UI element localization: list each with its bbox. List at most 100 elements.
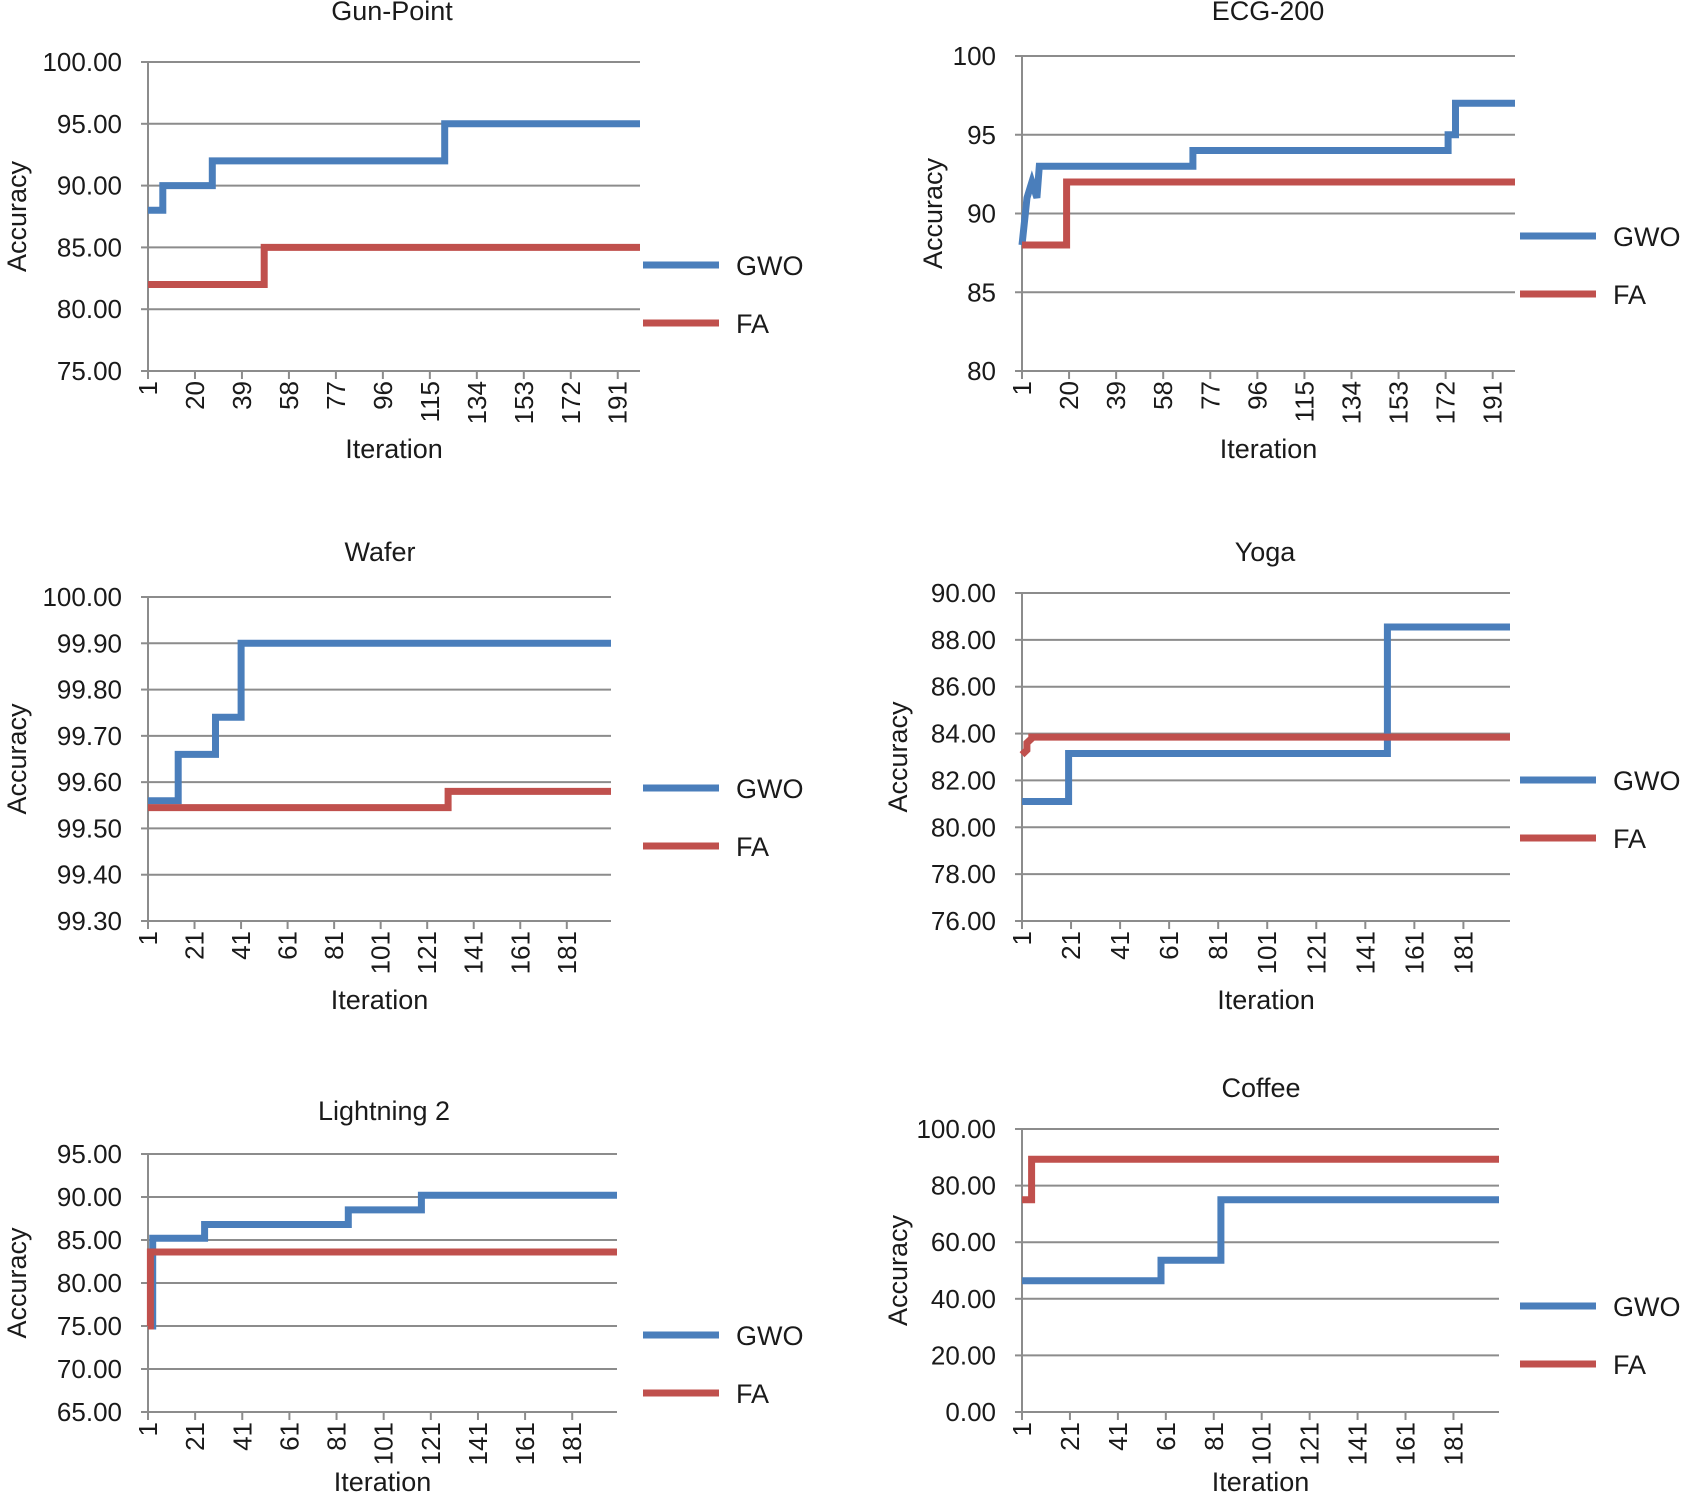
x-tick-label: 20 (1054, 381, 1084, 410)
x-tick-label: 58 (274, 381, 304, 410)
legend-label-fa: FA (1613, 280, 1646, 310)
y-tick-label: 85 (967, 277, 996, 307)
x-tick-label: 61 (273, 931, 303, 960)
y-tick-label: 100 (953, 41, 996, 71)
x-tick-label: 1 (133, 1422, 163, 1436)
x-tick-label: 121 (1301, 931, 1331, 974)
y-tick-label: 99.40 (57, 860, 122, 890)
legend-label-gwo: GWO (736, 251, 804, 281)
x-tick-label: 41 (1103, 1422, 1133, 1451)
x-tick-label: 121 (1295, 1422, 1325, 1465)
x-tick-label: 153 (1384, 381, 1414, 424)
x-tick-label: 181 (1448, 931, 1478, 974)
chart-title: Yoga (1235, 537, 1297, 567)
x-tick-label: 1 (133, 381, 163, 395)
x-tick-label: 96 (368, 381, 398, 410)
x-tick-label: 1 (1007, 1422, 1037, 1436)
y-tick-label: 95.00 (57, 109, 122, 139)
y-tick-label: 99.70 (57, 721, 122, 751)
x-tick-label: 58 (1148, 381, 1178, 410)
y-tick-label: 90.00 (931, 578, 996, 608)
x-tick-label: 21 (180, 1422, 210, 1451)
chart-title: Wafer (344, 537, 415, 567)
x-tick-label: 81 (1199, 1422, 1229, 1451)
y-tick-label: 88.00 (931, 625, 996, 655)
x-tick-label: 181 (557, 1422, 587, 1465)
y-tick-label: 99.90 (57, 628, 122, 658)
chart-yoga: Yoga 76.00 78.00 80.00 82.00 84.00 86.00 88.00 9… (883, 537, 1681, 1015)
y-tick-label: 100.00 (42, 582, 122, 612)
series-line-fa (1019, 733, 1510, 758)
x-tick-label: 41 (227, 1422, 257, 1451)
series-line-gwo (148, 120, 640, 214)
y-tick-label: 99.60 (57, 767, 122, 797)
x-tick-label: 115 (415, 381, 445, 422)
y-tick-label: 80.00 (931, 1171, 996, 1201)
series-line-gwo (1022, 1196, 1499, 1285)
x-tick-label: 1 (1007, 931, 1037, 945)
x-tick-label: 61 (274, 1422, 304, 1451)
x-axis-title: Iteration (1217, 985, 1315, 1015)
x-axis-title: Iteration (1212, 1467, 1310, 1497)
y-tick-label: 100.00 (916, 1114, 996, 1144)
y-axis-title: Accuracy (918, 157, 948, 269)
x-tick-label: 77 (1195, 381, 1225, 410)
x-tick-label: 39 (227, 381, 257, 410)
x-tick-label: 153 (509, 381, 539, 424)
y-tick-label: 75.00 (57, 356, 122, 386)
y-tick-label: 82.00 (931, 765, 996, 795)
series-line-fa (1022, 178, 1515, 249)
y-tick-label: 80 (967, 356, 996, 386)
x-axis-title: Iteration (1220, 434, 1318, 464)
y-tick-label: 99.80 (57, 675, 122, 705)
y-tick-label: 80.00 (57, 1268, 122, 1298)
x-tick-label: 21 (1055, 1422, 1085, 1451)
x-tick-label: 172 (1431, 381, 1461, 424)
y-axis-title: Accuracy (2, 1227, 32, 1339)
y-tick-label: 80.00 (57, 294, 122, 324)
x-tick-label: 61 (1151, 1422, 1181, 1451)
x-tick-label: 61 (1154, 931, 1184, 960)
y-tick-label: 75.00 (57, 1311, 122, 1341)
x-tick-label: 141 (459, 931, 489, 974)
y-tick-label: 90 (967, 199, 996, 229)
y-tick-label: 85.00 (57, 1225, 122, 1255)
chart-wafer: Wafer 99.30 99.40 99.50 99.60 99.70 99.80 99.90… (2, 537, 804, 1015)
x-tick-label: 141 (1343, 1422, 1373, 1465)
y-tick-label: 40.00 (931, 1284, 996, 1314)
x-tick-label: 191 (603, 381, 633, 424)
x-tick-label: 101 (366, 931, 396, 974)
y-tick-label: 78.00 (931, 859, 996, 889)
legend-label-fa: FA (736, 832, 769, 862)
x-tick-label: 81 (319, 931, 349, 960)
x-tick-label: 181 (1438, 1422, 1468, 1465)
series-line-gwo (1018, 99, 1515, 246)
x-tick-label: 20 (180, 381, 210, 410)
x-tick-label: 39 (1101, 381, 1131, 410)
y-tick-label: 84.00 (931, 719, 996, 749)
x-axis-title: Iteration (345, 434, 443, 464)
x-tick-label: 81 (1203, 931, 1233, 960)
y-tick-label: 90.00 (57, 171, 122, 201)
x-tick-label: 81 (322, 1422, 352, 1451)
x-tick-label: 41 (1105, 931, 1135, 960)
y-tick-label: 99.30 (57, 906, 122, 936)
y-tick-label: 100.00 (42, 47, 122, 77)
x-tick-label: 101 (1247, 1422, 1277, 1465)
chart-gun-point: Gun-Point 75.00 80.00 85.00 90.00 95.00 100.00… (2, 0, 804, 464)
y-tick-label: 20.00 (931, 1340, 996, 1370)
x-tick-label: 172 (556, 381, 586, 424)
legend-label-fa: FA (736, 309, 769, 339)
chart-title: Gun-Point (331, 0, 453, 26)
x-tick-label: 161 (505, 931, 535, 974)
chart-title: ECG-200 (1212, 0, 1325, 26)
x-tick-label: 101 (369, 1422, 399, 1465)
y-tick-label: 70.00 (57, 1354, 122, 1384)
chart-title: Lightning 2 (318, 1096, 450, 1126)
x-tick-label: 161 (1391, 1422, 1421, 1465)
x-tick-label: 191 (1478, 381, 1508, 424)
legend-label-fa: FA (1613, 1350, 1646, 1380)
x-tick-label: 96 (1242, 381, 1272, 410)
series-line-fa (148, 787, 611, 812)
